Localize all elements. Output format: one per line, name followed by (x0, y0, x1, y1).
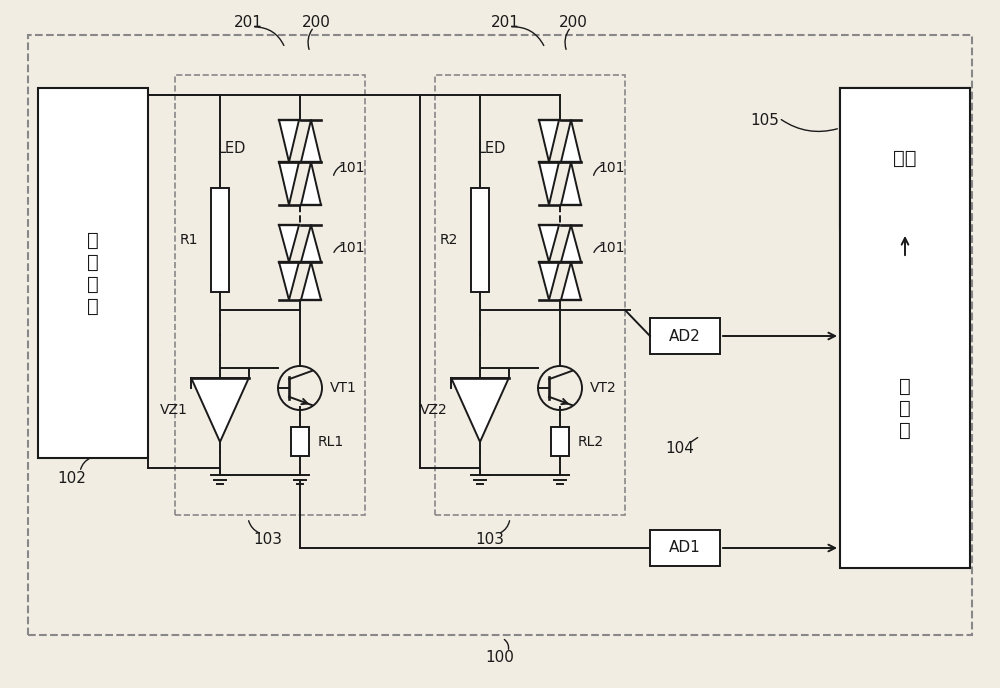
Polygon shape (561, 262, 581, 300)
Polygon shape (191, 378, 249, 442)
Text: 201: 201 (491, 14, 519, 30)
Bar (840, 88, 970, 568)
Bar (471, 188, 489, 292)
Text: 恒
压
电
源: 恒 压 电 源 (87, 230, 99, 316)
Bar (650, 318, 720, 354)
Text: RL1: RL1 (318, 435, 344, 449)
Text: VT2: VT2 (590, 381, 617, 395)
Text: 101: 101 (339, 241, 365, 255)
Bar (175, 75, 365, 515)
Polygon shape (539, 225, 559, 262)
Text: 102: 102 (58, 471, 86, 486)
Polygon shape (561, 225, 581, 262)
Text: 101: 101 (599, 161, 625, 175)
Polygon shape (561, 120, 581, 162)
Text: AD2: AD2 (669, 328, 701, 343)
Text: 104: 104 (666, 440, 694, 455)
Polygon shape (539, 120, 559, 162)
Text: 101: 101 (599, 241, 625, 255)
Text: 101: 101 (339, 161, 365, 175)
Polygon shape (301, 225, 321, 262)
Polygon shape (301, 162, 321, 205)
Polygon shape (279, 262, 299, 300)
Text: 105: 105 (751, 113, 779, 127)
Text: 显示: 显示 (893, 149, 917, 167)
Polygon shape (279, 225, 299, 262)
Text: VT1: VT1 (330, 381, 357, 395)
Bar (211, 188, 229, 292)
Text: 103: 103 (476, 533, 505, 548)
Text: 201: 201 (234, 14, 262, 30)
Text: AD1: AD1 (669, 541, 701, 555)
Polygon shape (561, 162, 581, 205)
Text: LED: LED (478, 140, 506, 155)
Bar (650, 530, 720, 566)
Polygon shape (539, 162, 559, 205)
Text: 单
片
机: 单 片 机 (899, 376, 911, 440)
Text: LED: LED (218, 140, 246, 155)
Text: VZ2: VZ2 (420, 403, 448, 417)
Polygon shape (301, 120, 321, 162)
Text: 103: 103 (254, 533, 283, 548)
Bar (435, 75, 625, 515)
Text: RL2: RL2 (578, 435, 604, 449)
Text: 200: 200 (302, 14, 330, 30)
Polygon shape (279, 120, 299, 162)
Text: 100: 100 (486, 650, 514, 665)
Bar (840, 88, 970, 228)
Bar (28, 35, 972, 635)
Text: VZ1: VZ1 (160, 403, 188, 417)
Bar (38, 88, 148, 458)
Polygon shape (451, 378, 509, 442)
Text: R1: R1 (180, 233, 198, 247)
Polygon shape (279, 162, 299, 205)
Bar (551, 427, 569, 456)
Text: R2: R2 (440, 233, 458, 247)
Bar (291, 427, 309, 456)
Text: 200: 200 (559, 14, 587, 30)
Polygon shape (539, 262, 559, 300)
Polygon shape (301, 262, 321, 300)
